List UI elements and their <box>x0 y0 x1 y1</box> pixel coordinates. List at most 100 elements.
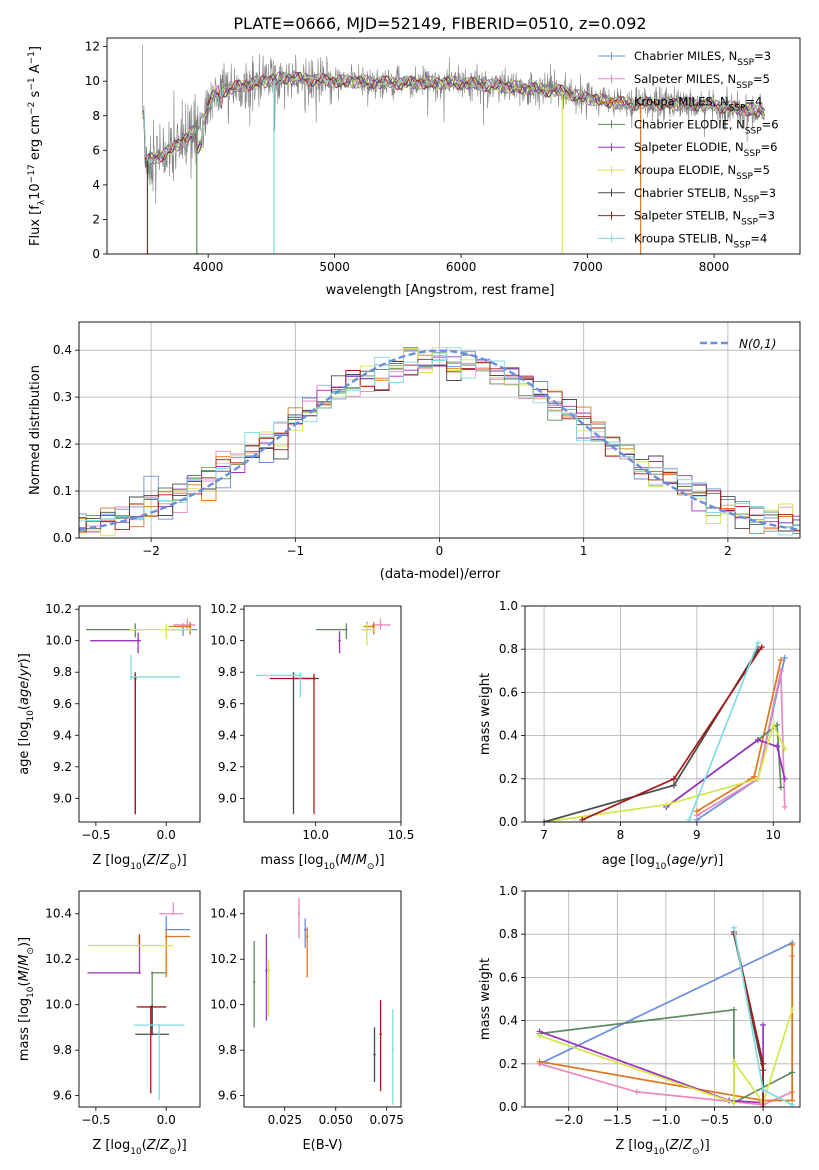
model-spectrum-line <box>142 71 765 169</box>
y-tick-label: 9.6 <box>53 1089 72 1103</box>
y-tick-label: 9.8 <box>53 665 72 679</box>
x-tick-label: 0.050 <box>319 1113 353 1127</box>
legend-entry: Chabrier STELIB, NSSP=3 <box>634 186 776 205</box>
x-axis-label: Z [log10(Z/Z⊙)] <box>615 1138 709 1157</box>
data-point <box>297 912 301 915</box>
data-point <box>391 1048 395 1052</box>
y-tick-label: 0.2 <box>53 437 72 451</box>
data-point <box>186 623 189 627</box>
data-point <box>150 971 154 975</box>
x-tick-label: 7 <box>540 828 548 842</box>
x-axis-label: age [log10(age/yr)] <box>602 853 724 872</box>
y-tick-label: 0.4 <box>53 343 72 357</box>
axes-frame <box>106 37 801 255</box>
data-point <box>188 625 192 628</box>
y-tick-label: 10.4 <box>210 907 237 921</box>
y-tick-label: 10.2 <box>45 602 72 616</box>
model-spectrum-line <box>141 70 766 167</box>
y-tick-label: 9.2 <box>218 760 237 774</box>
y-tick-label: 9.8 <box>218 1043 237 1057</box>
plot-area <box>255 618 391 815</box>
y-tick-label: 9.0 <box>53 791 72 805</box>
data-point <box>345 628 348 631</box>
plot-area <box>86 618 198 815</box>
y-tick-label: 9.6 <box>218 1089 237 1103</box>
y-tick-label: 0.0 <box>499 1100 518 1114</box>
y-axis-label: Normed distribution <box>28 365 43 495</box>
data-point <box>134 677 137 680</box>
y-tick-label: 0.0 <box>53 531 72 545</box>
weight-line <box>539 945 794 1102</box>
x-axis-label: (data-model)/error <box>380 567 501 582</box>
data-point <box>165 628 168 631</box>
legend-entry: Chabrier ELODIE, NSSP=6 <box>634 117 779 136</box>
x-tick-label: 0.075 <box>370 1113 404 1127</box>
data-point <box>149 1005 152 1009</box>
residual-histogram <box>79 347 800 536</box>
weight-line <box>539 942 793 1065</box>
x-tick-label: 5000 <box>319 260 350 274</box>
age-vs-mass-chart: 10.0 10.5 9.0 9.2 9.4 9.6 9.8 10.0 10.2 mass [log… <box>210 602 414 872</box>
axes-frame <box>243 890 402 1108</box>
x-tick-label: 8 <box>617 828 625 842</box>
legend-entry: Kroupa STELIB, NSSP=4 <box>634 231 767 250</box>
weight-vs-age-chart: 7 8 9 10 0.0 0.2 0.4 0.6 0.8 1.0 age [log10(age/yr… <box>478 599 801 872</box>
data-point <box>312 677 316 680</box>
weight-line <box>696 657 786 821</box>
legend-entry: Salpeter STELIB, NSSP=3 <box>634 209 775 228</box>
plot-area <box>87 902 191 1101</box>
x-tick-label: 0.025 <box>268 1113 302 1127</box>
plot-area <box>536 924 796 1107</box>
axes-frame <box>78 605 201 823</box>
x-tick-label: 10.0 <box>302 828 329 842</box>
x-tick-label: 10.5 <box>388 828 415 842</box>
y-tick-label: 0.6 <box>499 685 518 699</box>
y-tick-label: 10.0 <box>45 634 72 648</box>
axes-frame <box>524 605 801 823</box>
y-axis-label: mass weight <box>478 958 493 1040</box>
y-tick-label: 0.2 <box>499 1057 518 1071</box>
data-point <box>379 623 382 627</box>
y-axis-label: age [log10(age/yr)] <box>17 653 36 775</box>
plot-area <box>252 897 395 1105</box>
x-axis-label: Z [log10(Z/Z⊙)] <box>92 853 186 872</box>
x-tick-label: 1 <box>580 544 588 558</box>
data-point <box>372 625 375 628</box>
model-spectrum-line <box>142 71 765 164</box>
y-tick-label: 9.6 <box>218 697 237 711</box>
y-axis-label: mass [log10(M/M⊙)] <box>17 937 36 1061</box>
y-tick-label: 0.1 <box>53 484 72 498</box>
y-tick-label: 0.4 <box>499 1014 518 1028</box>
x-tick-label: 0.0 <box>754 1113 773 1127</box>
data-point <box>136 639 140 642</box>
x-tick-label: 4000 <box>193 260 224 274</box>
legend-entry: Salpeter ELODIE, NSSP=6 <box>634 140 777 159</box>
y-tick-label: 10.2 <box>45 952 72 966</box>
y-tick-label: 9.4 <box>53 728 72 742</box>
data-point <box>299 674 302 677</box>
x-tick-label: −0.5 <box>81 1113 110 1127</box>
y-tick-label: 0.2 <box>499 772 518 786</box>
x-tick-label: 6000 <box>446 260 477 274</box>
x-axis-label: mass [log10(M/M⊙)] <box>260 853 384 872</box>
y-axis-label: Flux [fλ10−17 erg cm−2 s−1 A−1] <box>27 46 47 246</box>
y-tick-label: 10.0 <box>210 998 237 1012</box>
x-tick-label: −0.5 <box>700 1113 729 1127</box>
y-tick-label: 8 <box>92 109 100 123</box>
data-point <box>338 639 341 642</box>
y-tick-label: 0 <box>92 247 100 261</box>
mass-vs-Z-chart: −0.5 0.0 9.6 9.8 10.0 10.2 10.4 Z [log10(Z/Z⊙)]… <box>17 890 201 1157</box>
y-tick-label: 9.0 <box>218 791 237 805</box>
x-tick-label: −2 <box>142 544 160 558</box>
data-point <box>252 980 256 984</box>
legend-entry: Kroupa ELODIE, NSSP=5 <box>634 163 770 182</box>
legend-entry: Salpeter MILES, NSSP=5 <box>634 72 770 91</box>
y-tick-label: 0.8 <box>499 927 518 941</box>
x-axis-label: Z [log10(Z/Z⊙)] <box>92 1138 186 1157</box>
data-point <box>165 935 168 938</box>
weight-vs-Z-chart: −2.0 −1.5 −1.0 −0.5 0.0 0.0 0.2 0.4 0.6 0.8 1.0 Z [… <box>478 884 801 1157</box>
weight-line <box>688 642 759 821</box>
x-tick-label: 0.0 <box>157 828 176 842</box>
legend-entry: Kroupa MILES, NSSP=4 <box>634 95 762 114</box>
